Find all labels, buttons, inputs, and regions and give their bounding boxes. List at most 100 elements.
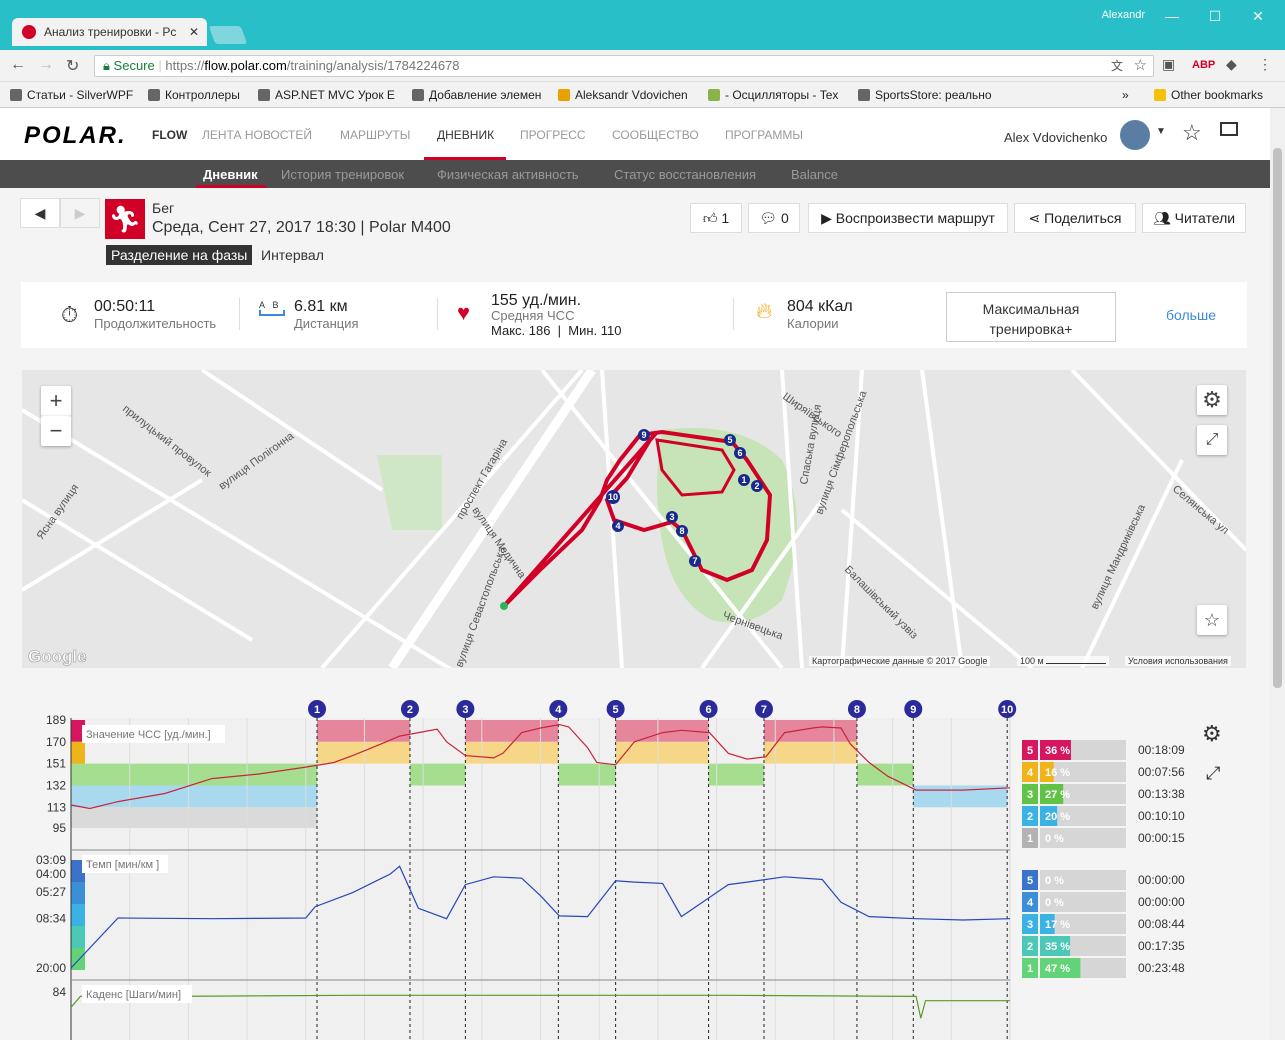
map-attribution: Картографические данные © 2017 Google — [809, 656, 991, 666]
bookmark-item[interactable]: - Осцилляторы - Tex — [708, 88, 838, 102]
zone-percent: 35 % — [1045, 941, 1070, 953]
chart-settings-gear-icon[interactable]: ⚙ — [1202, 721, 1222, 746]
zone-number-box — [1022, 740, 1038, 760]
zone-number: 2 — [1027, 811, 1033, 823]
bookmark-icon — [708, 89, 720, 101]
browser-user[interactable]: Alexandr — [1101, 9, 1145, 21]
zone-band — [465, 720, 559, 742]
flow-label[interactable]: FLOW — [152, 128, 188, 142]
nav-programs[interactable]: ПРОГРАММЫ — [725, 128, 804, 142]
lap-marker: 8 — [679, 526, 684, 536]
bookmark-item[interactable]: Aleksandr Vdovichen — [558, 88, 688, 102]
extension-icon[interactable]: ▣ — [1162, 56, 1176, 72]
zone-band — [615, 720, 709, 742]
back-icon[interactable]: ← — [10, 56, 26, 73]
prev-activity-button[interactable]: ◀ — [20, 198, 60, 228]
message-icon[interactable] — [1220, 122, 1238, 136]
more-bookmarks-icon[interactable]: » — [1122, 88, 1129, 102]
bookmark-item[interactable]: Статьи - SilverWPF — [10, 88, 133, 102]
subnav-history[interactable]: История тренировок — [281, 167, 405, 182]
zone-time: 00:18:09 — [1138, 743, 1185, 757]
close-window-icon[interactable]: ✕ — [1252, 8, 1264, 24]
browser-tab[interactable]: Анализ тренировки - Pc ✕ — [12, 18, 207, 46]
more-link[interactable]: больше — [1166, 307, 1216, 323]
favorite-route-star-icon[interactable]: ☆ — [1197, 605, 1227, 635]
nav-community[interactable]: СООБЩЕСТВО — [612, 128, 699, 142]
url-field[interactable]: 🔒︎ Secure | https://flow.polar.com/train… — [94, 55, 1154, 77]
lap-marker: 1 — [741, 475, 746, 485]
bookmark-item[interactable]: Контроллеры — [148, 88, 240, 102]
lap-marker[interactable] — [998, 700, 1017, 718]
subnav-activity[interactable]: Физическая активность — [437, 167, 579, 182]
zone-bar-bg — [1040, 828, 1126, 848]
subnav-balance[interactable]: Balance — [791, 167, 838, 182]
lap-marker[interactable] — [847, 700, 866, 718]
lap-marker[interactable] — [699, 700, 718, 718]
subnav-diary[interactable]: Дневник — [203, 167, 258, 182]
subnav-recovery[interactable]: Статус восстановления — [614, 167, 757, 182]
scrollbar-thumb[interactable] — [1273, 148, 1282, 688]
like-button[interactable]: 👍︎ 1 — [690, 203, 742, 233]
new-tab-button[interactable] — [208, 26, 248, 44]
lap-marker[interactable] — [308, 700, 327, 718]
next-activity-button[interactable]: ▶ — [60, 198, 100, 228]
evernote-icon[interactable]: ◆ — [1226, 56, 1237, 72]
hr-label: Средняя ЧСС — [491, 308, 575, 323]
zone-percent: 17 % — [1045, 919, 1070, 931]
minimize-icon[interactable]: — — [1165, 8, 1179, 24]
map-settings-gear-icon[interactable]: ⚙ — [1197, 385, 1227, 415]
zoom-in-button[interactable]: + — [41, 386, 71, 416]
chevron-down-icon[interactable]: ▼ — [1156, 126, 1166, 137]
menu-icon[interactable]: ⋮ — [1258, 56, 1272, 72]
scrollbar[interactable] — [1270, 108, 1285, 1040]
nav-feed[interactable]: ЛЕНТА НОВОСТЕЙ — [202, 128, 312, 142]
zone-bar-bg — [1040, 892, 1126, 912]
nav-diary[interactable]: ДНЕВНИК — [437, 128, 495, 142]
nav-progress[interactable]: ПРОГРЕСС — [520, 128, 586, 142]
nav-routes[interactable]: МАРШРУТЫ — [340, 128, 411, 142]
bookmark-item[interactable]: Добавление элемен — [412, 88, 541, 102]
bookmark-item[interactable]: ASP.NET MVC Урок E — [258, 88, 395, 102]
fullscreen-icon[interactable]: ⤢ — [1197, 425, 1227, 455]
y-tick: 20:00 — [36, 961, 66, 975]
adblock-icon[interactable]: ABP — [1192, 59, 1216, 71]
share-button[interactable]: ⋖ Поделиться — [1014, 203, 1136, 233]
lap-marker[interactable] — [549, 700, 568, 718]
top-nav: POLAR. FLOW ЛЕНТА НОВОСТЕЙ МАРШРУТЫ ДНЕВ… — [0, 108, 1270, 160]
lap-marker[interactable] — [904, 700, 923, 718]
bookmark-star-icon[interactable]: ☆ — [1133, 57, 1147, 74]
zone-band — [763, 741, 857, 764]
user-name[interactable]: Alex Vdovichenko — [1004, 130, 1108, 145]
translate-icon[interactable]: 文 — [1110, 59, 1123, 73]
zone-band — [465, 741, 559, 764]
divider — [239, 298, 240, 330]
avatar[interactable] — [1120, 120, 1150, 150]
zone-bar-fill — [1040, 762, 1054, 782]
readers-button[interactable]: 👥︎ Читатели — [1142, 203, 1246, 233]
route-map[interactable]: вулиця Полігонна проспект Гагаріна вулиц… — [22, 370, 1246, 668]
tab-close-icon[interactable]: ✕ — [188, 25, 199, 39]
training-benefit-button[interactable]: Максимальная тренировка+ — [946, 292, 1116, 342]
lap-number: 9 — [910, 704, 916, 716]
analysis-charts: 1891701511321139503:0904:0005:2708:3420:… — [36, 700, 1185, 1040]
maximize-icon[interactable]: ☐ — [1208, 8, 1222, 24]
forward-icon[interactable]: → — [38, 56, 54, 73]
reload-icon[interactable]: ↻ — [66, 58, 80, 75]
zone-band — [558, 763, 616, 786]
other-bookmarks[interactable]: Other bookmarks — [1154, 88, 1263, 102]
comment-button[interactable]: 💬︎ 0 — [748, 203, 800, 233]
polar-logo[interactable]: POLAR. — [24, 122, 127, 149]
zone-bar-fill — [1040, 936, 1071, 956]
star-icon[interactable]: ☆ — [1182, 120, 1202, 145]
bookmark-item[interactable]: SportsStore: реально — [858, 88, 992, 102]
zone-time: 00:10:10 — [1138, 809, 1185, 823]
replay-route-button[interactable]: ▶ Воспроизвести маршрут — [808, 203, 1008, 233]
map-terms[interactable]: Условия использования — [1125, 656, 1231, 666]
zone-band — [317, 741, 410, 764]
lap-marker[interactable] — [400, 700, 419, 718]
chart-fullscreen-icon[interactable]: ⤢ — [1206, 763, 1221, 783]
lap-marker[interactable] — [754, 700, 773, 718]
lap-marker[interactable] — [606, 700, 625, 718]
zoom-out-button[interactable]: − — [41, 416, 71, 446]
lap-marker[interactable] — [456, 700, 475, 718]
